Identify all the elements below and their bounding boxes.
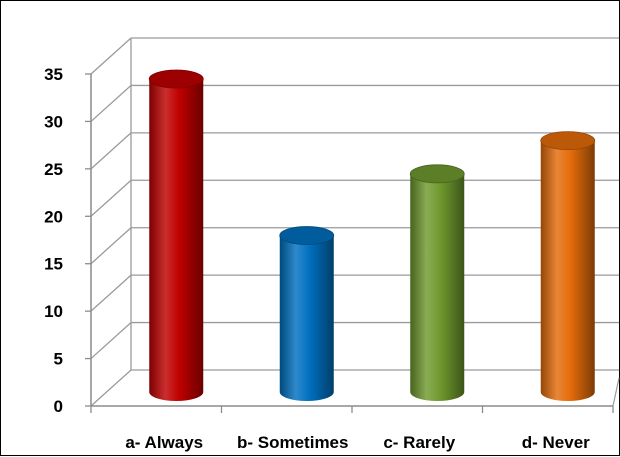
- gridline-side-10: [90, 274, 132, 312]
- bar-2: [279, 226, 335, 402]
- y-tick-label: 25: [44, 160, 63, 179]
- bar-top-cap: [148, 69, 204, 89]
- gridline-side-5: [90, 322, 132, 360]
- x-tick-label: c- Rarely: [383, 433, 455, 452]
- y-tick-label: 10: [44, 302, 63, 321]
- bar-1: [148, 69, 204, 402]
- y-tick-label: 0: [54, 397, 63, 416]
- gridline-side-0: [90, 369, 132, 407]
- y-tick-label: 30: [44, 112, 63, 131]
- gridline-side-25: [90, 132, 132, 170]
- bar-3: [409, 164, 465, 402]
- bar-body: [279, 235, 334, 402]
- gridline-side-30: [90, 84, 132, 122]
- y-tick-label: 15: [44, 255, 63, 274]
- axes: [85, 73, 614, 413]
- bar-body: [540, 140, 595, 402]
- y-tick-label: 5: [54, 350, 63, 369]
- y-tick-label: 35: [44, 65, 63, 84]
- bar-body: [410, 173, 465, 402]
- gridline-side-15: [90, 227, 132, 265]
- bar-top-cap: [409, 164, 465, 184]
- x-tick-label: a- Always: [125, 433, 203, 452]
- floor-right-edge: [612, 377, 620, 407]
- gridlines: [90, 37, 620, 407]
- gridline-side-35: [90, 37, 132, 75]
- bar-top-cap: [540, 131, 596, 151]
- x-tick-label: b- Sometimes: [237, 433, 348, 452]
- tick-labels: 0 5 10 15 20 25 30 35 a- Always b- Sometimes c- Ra…: [44, 65, 590, 452]
- bar-body: [149, 78, 204, 402]
- y-tick-label: 20: [44, 207, 63, 226]
- gridline-side-20: [90, 179, 132, 217]
- bar-4: [540, 131, 596, 402]
- x-tick-label: d- Never: [522, 433, 590, 452]
- bar-top-cap: [279, 226, 335, 245]
- bars: [148, 69, 596, 402]
